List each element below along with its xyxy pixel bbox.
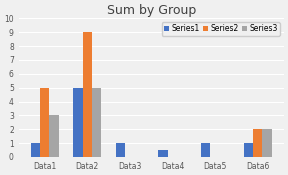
Bar	[31, 143, 40, 157]
Legend: Series1, Series2, Series3: Series1, Series2, Series3	[162, 22, 280, 36]
Bar	[244, 143, 253, 157]
Bar	[253, 129, 262, 157]
Bar	[73, 88, 83, 157]
Bar	[158, 150, 168, 157]
Bar	[116, 143, 125, 157]
Bar	[83, 32, 92, 157]
Bar	[50, 115, 59, 157]
Bar	[201, 143, 211, 157]
Bar	[40, 88, 50, 157]
Title: Sum by Group: Sum by Group	[107, 4, 196, 17]
Bar	[262, 129, 272, 157]
Bar	[92, 88, 101, 157]
